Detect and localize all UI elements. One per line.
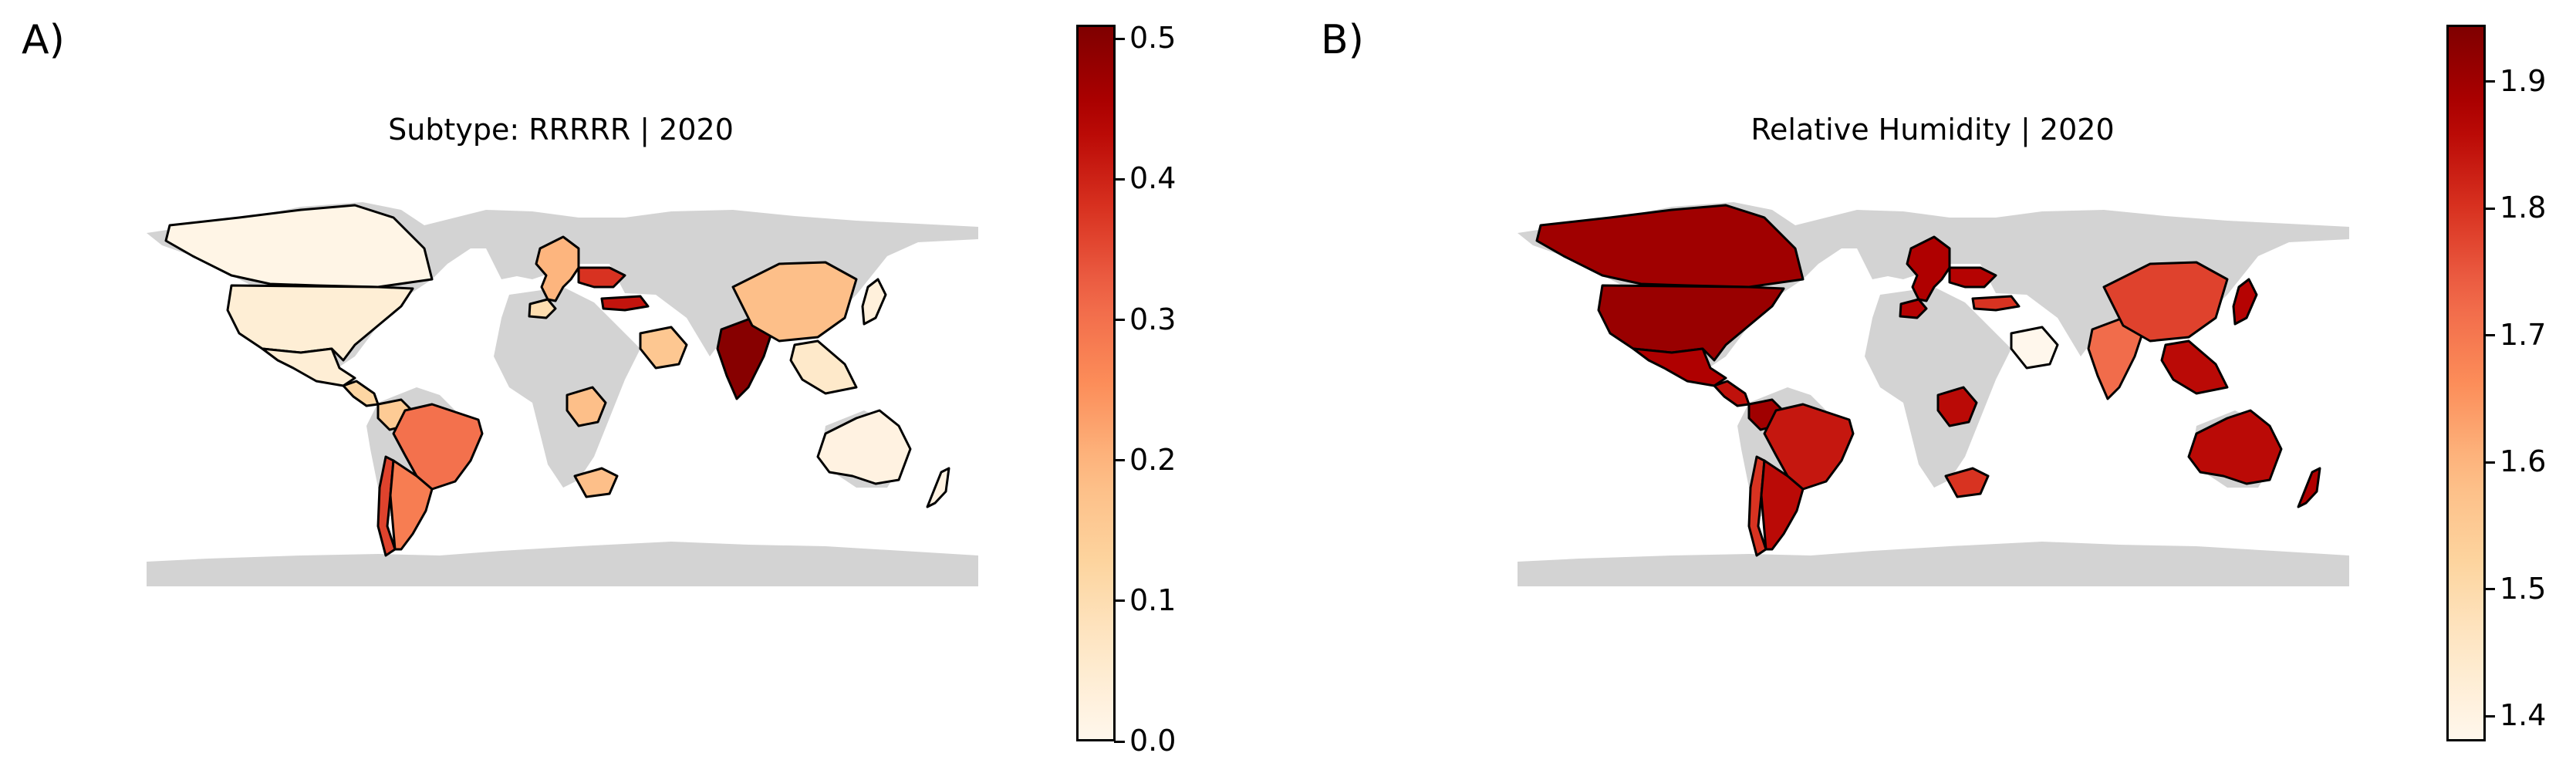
country-ukraine	[577, 266, 626, 289]
country-brazil	[1763, 403, 1855, 491]
country-south-africa	[573, 467, 619, 498]
colorbar-tick-label: 0.1	[1129, 582, 1177, 617]
country-argentina	[1760, 459, 1805, 551]
colorbar-tick-mark	[2484, 334, 2495, 337]
country-australia	[816, 409, 912, 485]
colorbar-tick-mark	[2484, 80, 2495, 83]
country-china	[731, 261, 858, 343]
colorbar-tick-label: 0.4	[1129, 161, 1177, 196]
colorbar-tick-label: 1.4	[2500, 698, 2547, 733]
colorbar-tick-mark	[1114, 319, 1125, 322]
panel-a-title: Subtype: RRRRR | 2020	[388, 113, 734, 147]
country-southeast-asia	[789, 339, 858, 395]
country-dr-congo	[566, 386, 607, 427]
land-background-4	[147, 542, 978, 586]
colorbar-tick-label: 1.5	[2500, 571, 2547, 606]
country-europe	[535, 235, 580, 302]
colorbar-tick-label: 1.6	[2500, 444, 2547, 479]
country-japan	[861, 278, 887, 326]
country-mexico	[261, 347, 356, 387]
country-brazil	[392, 403, 484, 491]
country-ukraine	[1948, 266, 1997, 289]
country-argentina	[389, 459, 434, 551]
panel-b-colorbar	[2446, 25, 2486, 741]
panel-b-map	[1518, 202, 2349, 586]
panel-a-map	[147, 202, 978, 586]
country-south-africa	[1944, 467, 1990, 498]
colorbar-tick-label: 0.2	[1129, 442, 1177, 477]
colorbar-tick-mark	[1114, 37, 1125, 40]
colorbar-tick-label: 0.5	[1129, 21, 1177, 56]
colorbar-tick-mark	[2484, 714, 2495, 718]
country-canada	[164, 204, 434, 289]
country-canada	[1535, 204, 1805, 289]
colorbar-tick-label: 1.8	[2500, 191, 2547, 225]
colorbar-tick-label: 0.3	[1129, 302, 1177, 336]
colorbar-tick-mark	[1114, 599, 1125, 603]
country-spain	[528, 298, 557, 319]
country-saudi-arabia	[639, 326, 688, 370]
panel-a-label: A)	[22, 17, 65, 63]
country-new-zealand	[926, 467, 950, 508]
country-central-america	[1713, 380, 1751, 407]
land-background-1	[1865, 287, 2011, 488]
colorbar-tick-label: 1.9	[2500, 63, 2547, 98]
country-turkey	[600, 295, 650, 312]
colorbar-tick-label: 1.7	[2500, 317, 2547, 352]
land-background-4	[1518, 542, 2349, 586]
panel-b-title: Relative Humidity | 2020	[1751, 113, 2115, 147]
country-dr-congo	[1936, 386, 1978, 427]
country-mexico	[1632, 347, 1727, 387]
country-united-states	[226, 284, 414, 362]
country-united-states	[1597, 284, 1785, 362]
colorbar-tick-mark	[1114, 740, 1125, 743]
land-background-1	[494, 287, 640, 488]
colorbar-tick-mark	[1114, 177, 1125, 181]
colorbar-tick-mark	[2484, 588, 2495, 591]
colorbar-tick-label: 0.0	[1129, 724, 1177, 758]
colorbar-tick-mark	[2484, 461, 2495, 464]
country-turkey	[1971, 295, 2021, 312]
colorbar-tick-mark	[1114, 459, 1125, 462]
country-spain	[1899, 298, 1928, 319]
country-new-zealand	[2297, 467, 2321, 508]
country-australia	[2187, 409, 2283, 485]
country-saudi-arabia	[2010, 326, 2059, 370]
panel-a-colorbar	[1076, 25, 1116, 741]
colorbar-tick-mark	[2484, 207, 2495, 210]
country-europe	[1906, 235, 1951, 302]
country-japan	[2232, 278, 2258, 326]
country-china	[2102, 261, 2229, 343]
panel-b-label: B)	[1321, 17, 1364, 63]
country-central-america	[342, 380, 380, 407]
country-southeast-asia	[2160, 339, 2229, 395]
